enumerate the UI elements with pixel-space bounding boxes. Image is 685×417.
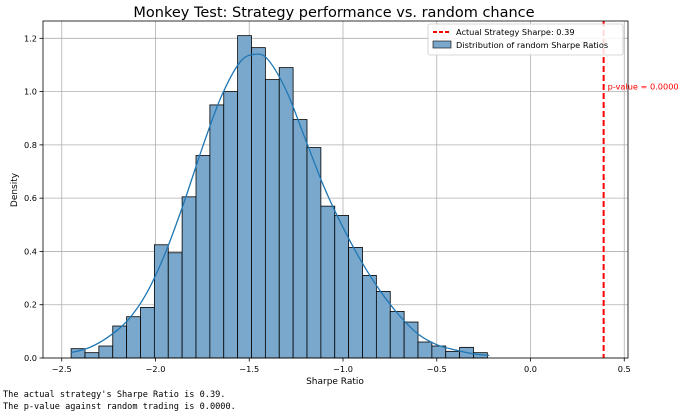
y-tick-label: 0.2 [24, 300, 37, 310]
histogram-bar [445, 350, 461, 359]
histogram-bar [292, 119, 308, 359]
legend-hist-swatch [432, 40, 452, 49]
histogram-bar [195, 155, 211, 359]
histogram-bar [362, 275, 377, 359]
histogram-bar [320, 205, 336, 359]
x-tick-label: 0.0 [524, 364, 537, 374]
histogram-bar [98, 345, 114, 359]
y-tick-label: 0.8 [24, 140, 37, 150]
y-axis-label: Density [10, 172, 20, 207]
histogram-bar [167, 252, 183, 359]
x-tick-label: −1.5 [239, 364, 259, 374]
histogram-bar [84, 352, 100, 359]
histogram-bar [264, 79, 280, 359]
y-tick-label: 1.2 [24, 33, 37, 43]
histogram-bars [70, 35, 488, 359]
histogram-bar [251, 47, 266, 359]
console-line-sharpe: The actual strategy's Sharpe Ratio is 0.… [3, 390, 226, 400]
legend-hist-label: Distribution of random Sharpe Ratios [456, 40, 608, 50]
x-tick-label: −2.0 [146, 364, 166, 374]
histogram-bar [348, 247, 363, 359]
x-tick-label: 0.5 [618, 364, 631, 374]
kde-curve [70, 53, 490, 356]
kde-curve-group [70, 53, 490, 356]
legend-vline-label: Actual Strategy Sharpe: 0.39 [456, 27, 575, 37]
histogram-bar [237, 35, 252, 359]
legend-box [427, 23, 624, 56]
histogram-bar [334, 215, 350, 359]
histogram-bar [306, 147, 322, 359]
x-axis-label: Sharpe Ratio [306, 377, 364, 387]
y-tick-label: 0.6 [24, 193, 37, 203]
histogram-bar [278, 67, 294, 359]
console-line-pvalue: The p-value against random trading is 0.… [3, 402, 236, 412]
y-tick-label: 0.4 [24, 246, 37, 256]
plot-frame [42, 20, 629, 359]
histogram-bar [126, 316, 141, 359]
axis-ticks: −2.5 −2.0 −1.5 −1.0 −0.5 0.0 0.5 0.0 0.2 0.4 0.6 0.… [24, 33, 631, 374]
y-tick-label: 1.0 [24, 87, 37, 97]
legend: Actual Strategy Sharpe: 0.39 Distributio… [427, 23, 624, 56]
histogram-bar [209, 104, 225, 359]
y-tick-label: 0.0 [24, 353, 37, 363]
histogram-bar [417, 341, 433, 359]
chart: Monkey Test: Strategy performance vs. ra… [10, 5, 679, 387]
x-tick-label: −2.5 [52, 364, 72, 374]
histogram-bar [431, 345, 447, 359]
histogram-bar [112, 325, 128, 359]
p-value-annotation: p-value = 0.0000 [608, 82, 679, 92]
histogram-bar [223, 91, 239, 359]
chart-title: Monkey Test: Strategy performance vs. ra… [133, 5, 534, 21]
x-tick-label: −0.5 [427, 364, 447, 374]
x-tick-label: −1.0 [333, 364, 353, 374]
strategy-line-group: p-value = 0.0000 [602, 21, 679, 358]
histogram-bar [140, 306, 155, 359]
histogram-bar [181, 196, 197, 359]
